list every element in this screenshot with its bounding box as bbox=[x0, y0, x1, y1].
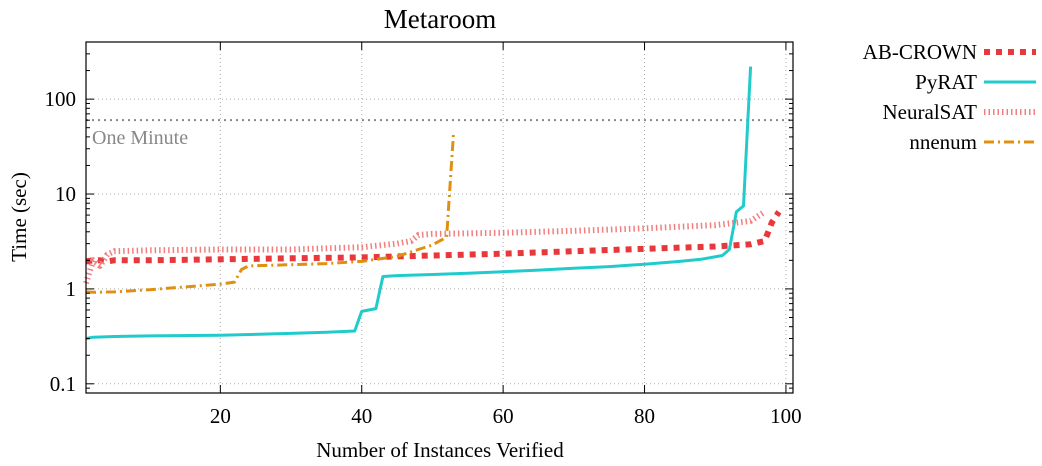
plot-frame bbox=[85, 41, 794, 394]
reference-line-label: One Minute bbox=[92, 127, 188, 149]
legend: AB-CROWN PyRAT NeuralSAT nnenum bbox=[863, 40, 1036, 154]
y-tick-label: 0.1 bbox=[50, 372, 76, 396]
chart-title: Metaroom bbox=[384, 4, 496, 34]
x-tick-label: 100 bbox=[770, 404, 802, 428]
legend-label: NeuralSAT bbox=[883, 100, 978, 124]
reference-line-group: One Minute bbox=[86, 119, 793, 149]
x-tick-label: 80 bbox=[634, 404, 655, 428]
y-axis-label: Time (sec) bbox=[7, 172, 31, 262]
legend-label: PyRAT bbox=[915, 70, 977, 94]
series-layer bbox=[83, 66, 782, 340]
legend-label: nnenum bbox=[909, 130, 977, 154]
series-line-nnenum bbox=[85, 131, 456, 294]
series-line-neuralsat bbox=[83, 209, 767, 285]
y-tick-label: 10 bbox=[55, 182, 76, 206]
x-tick-label: 20 bbox=[210, 404, 231, 428]
x-axis-label: Number of Instances Verified bbox=[316, 438, 564, 462]
series-line-pyrat bbox=[85, 66, 753, 340]
legend-label: AB-CROWN bbox=[863, 40, 977, 64]
y-tick-label: 100 bbox=[45, 87, 77, 111]
grid bbox=[86, 42, 793, 393]
y-tick-label: 1 bbox=[66, 277, 77, 301]
x-tick-label: 40 bbox=[351, 404, 372, 428]
x-tick-label: 60 bbox=[493, 404, 514, 428]
axes: 20 40 60 80 100 0.1 1 10 100 bbox=[45, 42, 802, 428]
